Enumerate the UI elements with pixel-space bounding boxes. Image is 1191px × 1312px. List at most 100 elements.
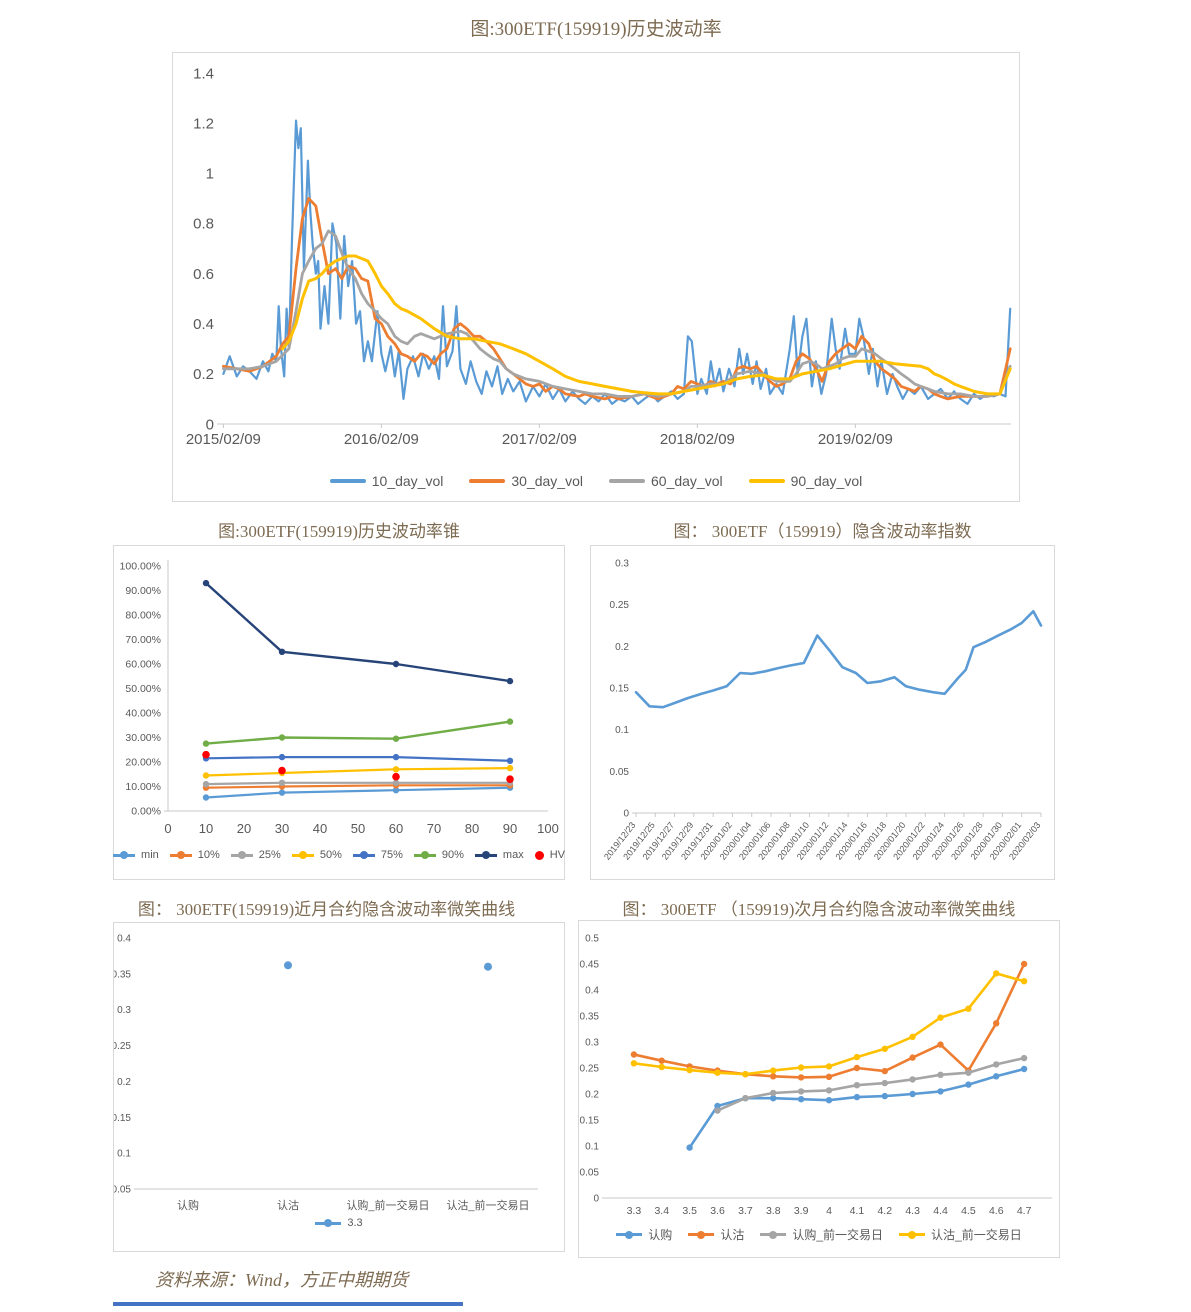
svg-text:0: 0 xyxy=(164,821,171,836)
svg-text:0.2: 0.2 xyxy=(585,1090,599,1101)
svg-text:2017/02/09: 2017/02/09 xyxy=(502,431,577,448)
legend-swatch-icon xyxy=(329,479,366,483)
svg-text:0.1: 0.1 xyxy=(615,725,629,736)
svg-text:100: 100 xyxy=(537,821,559,836)
svg-text:4.2: 4.2 xyxy=(877,1205,892,1217)
svg-text:70: 70 xyxy=(427,821,441,836)
svg-text:4.5: 4.5 xyxy=(961,1205,976,1217)
next-smile-chart-title: 图： 300ETF （159919)次月合约隐含波动率微笑曲线 xyxy=(622,900,1016,919)
svg-text:90.00%: 90.00% xyxy=(125,585,161,597)
svg-text:3.6: 3.6 xyxy=(710,1205,725,1217)
legend-swatch-icon xyxy=(352,851,375,859)
svg-text:0.1: 0.1 xyxy=(117,1149,131,1160)
svg-text:80: 80 xyxy=(465,821,479,836)
legend-label: 90% xyxy=(441,849,464,861)
svg-text:50: 50 xyxy=(351,821,365,836)
legend-label: 25% xyxy=(258,849,281,861)
svg-text:10.00%: 10.00% xyxy=(125,781,161,793)
legend-label: 10% xyxy=(197,849,220,861)
svg-text:0.1: 0.1 xyxy=(585,1142,599,1153)
svg-text:30: 30 xyxy=(275,821,289,836)
svg-text:认沽: 认沽 xyxy=(277,1199,299,1212)
svg-text:4.1: 4.1 xyxy=(850,1205,865,1217)
legend-item: max xyxy=(474,849,524,861)
legend-label: 认沽 xyxy=(720,1228,745,1242)
legend-item: 75% xyxy=(352,849,403,861)
svg-text:40: 40 xyxy=(313,821,327,836)
svg-text:0.4: 0.4 xyxy=(193,316,214,333)
legend-label: 75% xyxy=(380,849,403,861)
legend-item: HV xyxy=(534,849,565,861)
svg-text:0.45: 0.45 xyxy=(580,960,600,971)
legend-swatch-icon xyxy=(474,851,497,859)
svg-text:0: 0 xyxy=(593,1194,599,1205)
svg-text:3.8: 3.8 xyxy=(766,1205,781,1217)
svg-text:3.7: 3.7 xyxy=(738,1205,753,1217)
svg-text:2016/02/09: 2016/02/09 xyxy=(344,431,419,448)
svg-text:0.15: 0.15 xyxy=(580,1116,600,1127)
near-smile-chart-panel: 0.05 0.1 0.15 0.2 0.25 0.3 0.35 0.4 认购 认沽 认购_前一交易日… xyxy=(112,922,565,1252)
svg-text:0.00%: 0.00% xyxy=(131,806,161,818)
near-smile-chart-title: 图： 300ETF(159919)近月合约隐含波动率微笑曲线 xyxy=(137,900,516,919)
svg-text:认购: 认购 xyxy=(177,1198,199,1212)
svg-text:3.9: 3.9 xyxy=(794,1205,809,1217)
legend-label: 30_day_vol xyxy=(511,473,583,489)
legend-label: 90_day_vol xyxy=(790,473,863,489)
svg-text:0.4: 0.4 xyxy=(585,986,599,997)
legend-swatch-icon xyxy=(534,850,544,860)
svg-text:60: 60 xyxy=(389,821,403,836)
legend-swatch-icon xyxy=(748,479,785,483)
svg-text:0.15: 0.15 xyxy=(114,1113,131,1124)
svg-text:0: 0 xyxy=(206,416,214,433)
svg-text:0.3: 0.3 xyxy=(585,1038,599,1049)
svg-text:90: 90 xyxy=(503,821,517,836)
svg-text:3.5: 3.5 xyxy=(682,1205,697,1217)
legend-swatch-icon xyxy=(291,851,314,859)
svg-text:0.2: 0.2 xyxy=(117,1077,131,1088)
svg-text:0.05: 0.05 xyxy=(114,1185,131,1196)
legend-item: min xyxy=(113,849,159,861)
next-smile-chart-panel: 0 0.05 0.1 0.15 0.2 0.25 0.3 0.35 0.4 0.45 0.5 3.3 3… xyxy=(578,920,1060,1258)
svg-text:0.25: 0.25 xyxy=(580,1064,600,1075)
legend-swatch-icon xyxy=(760,1230,787,1239)
svg-text:60.00%: 60.00% xyxy=(125,659,161,671)
legend-label: 认沽_前一交易日 xyxy=(931,1228,1022,1242)
legend-item: 90_day_vol xyxy=(748,473,863,489)
legend-swatch-icon xyxy=(688,1230,715,1239)
svg-text:4: 4 xyxy=(826,1205,832,1217)
iv-svg: 00.050.10.150.20.250.32019/12/232019/12/… xyxy=(602,559,1043,862)
svg-text:0.35: 0.35 xyxy=(580,1012,600,1023)
iv-chart-title: 图： 300ETF（159919）隐含波动率指数 xyxy=(673,522,972,541)
legend-label: 3.3 xyxy=(347,1217,363,1229)
legend-label: max xyxy=(502,849,524,861)
legend-swatch-icon xyxy=(616,1230,643,1239)
svg-text:1.2: 1.2 xyxy=(193,115,214,132)
legend-item: 60_day_vol xyxy=(609,473,723,489)
svg-text:0.35: 0.35 xyxy=(114,969,131,980)
svg-text:4.6: 4.6 xyxy=(989,1205,1004,1217)
hv-chart-canvas: 0 0.2 0.4 0.6 0.8 1 1.2 1.4 2015/02/09 2016/02/09… xyxy=(173,53,1021,508)
legend-label: 10_day_vol xyxy=(371,473,444,489)
legend-swatch-icon xyxy=(230,851,253,859)
legend-item: 30_day_vol xyxy=(469,473,583,489)
svg-text:20.00%: 20.00% xyxy=(125,757,161,769)
legend-item: 10_day_vol xyxy=(329,473,444,489)
legend-item: 认沽 xyxy=(688,1226,744,1243)
iv-chart-canvas: 0 0.05 0.1 0.15 0.2 0.25 0.3 2019/12/23 2019/12/… xyxy=(591,546,1056,886)
svg-text:100.00%: 100.00% xyxy=(120,561,161,573)
svg-text:50.00%: 50.00% xyxy=(125,683,161,695)
svg-text:认购_前一交易日: 认购_前一交易日 xyxy=(346,1198,429,1212)
hv-chart-panel: 0 0.2 0.4 0.6 0.8 1 1.2 1.4 2015/02/09 2016/02/09… xyxy=(172,52,1020,502)
near-svg: 0.05 0.1 0.15 0.2 0.25 0.3 0.35 0.4 认购 认沽 认购_前一交易日… xyxy=(112,934,538,1212)
legend-item: 50% xyxy=(291,849,342,861)
cone-chart-legend: min 10% 25% 50% 75% 90% max HV xyxy=(113,849,565,861)
hv-chart-legend: 10_day_vol 30_day_vol 60_day_vol 90_day_vol xyxy=(173,473,1019,489)
hv-svg: 0 0.2 0.4 0.6 0.8 1 1.2 1.4 2015/02/09 2016/02/09… xyxy=(186,65,1012,448)
data-source-note: 资料来源：Wind，方正中期期货 xyxy=(155,1270,409,1290)
legend-label: 认购 xyxy=(648,1228,673,1242)
svg-text:0.3: 0.3 xyxy=(117,1005,131,1016)
svg-text:3.4: 3.4 xyxy=(654,1205,669,1217)
svg-text:4.4: 4.4 xyxy=(933,1205,948,1217)
next-smile-chart-legend: 认购 认沽 认购_前一交易日 认沽_前一交易日 xyxy=(579,1226,1059,1243)
